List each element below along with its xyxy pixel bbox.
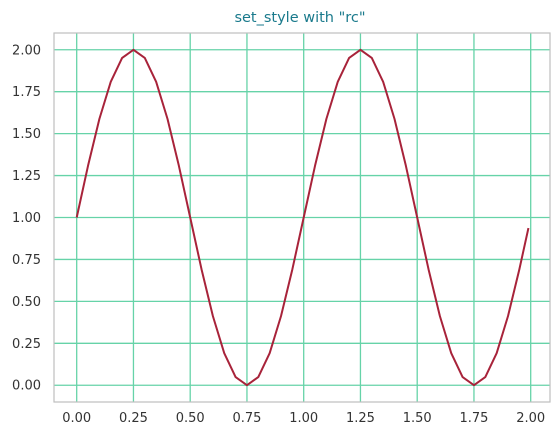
y-tick-label: 0.50: [12, 295, 41, 310]
y-tick-label: 2.00: [12, 43, 41, 58]
x-tick-label: 1.00: [289, 411, 318, 426]
x-tick-label: 0.50: [176, 411, 205, 426]
y-tick-label: 0.25: [12, 337, 41, 352]
x-tick-label: 1.25: [346, 411, 375, 426]
y-tick-label: 0.75: [12, 253, 41, 268]
x-tick-label: 0.25: [119, 411, 148, 426]
x-tick-label: 0.00: [62, 411, 91, 426]
x-tick-label: 0.75: [232, 411, 261, 426]
x-tick-label: 1.50: [403, 411, 432, 426]
x-tick-label: 1.75: [459, 411, 488, 426]
y-tick-label: 1.00: [12, 211, 41, 226]
y-tick-label: 1.50: [12, 127, 41, 142]
y-tick-labels: 0.00 0.25 0.50 0.75 1.00 1.25 1.50 1.75 2.00: [12, 43, 41, 393]
axes-frame: [53, 32, 551, 403]
y-tick-label: 1.25: [12, 169, 41, 184]
y-tick-label: 0.00: [12, 379, 41, 394]
series-line: [75, 48, 530, 387]
chart-title: set_style with "rc": [234, 10, 365, 26]
y-tick-label: 1.75: [12, 85, 41, 100]
x-tick-labels: 0.00 0.25 0.50 0.75 1.00 1.25 1.50 1.75 2.00: [62, 411, 545, 426]
x-tick-label: 2.00: [516, 411, 545, 426]
grid: [54, 33, 550, 402]
